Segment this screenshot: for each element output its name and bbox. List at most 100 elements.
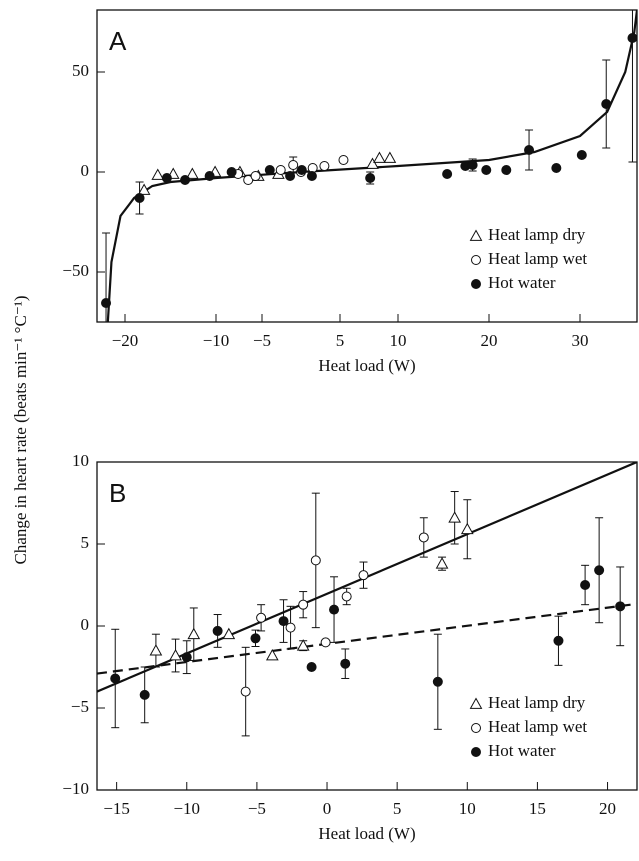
fit-line (97, 602, 637, 675)
x-tick-label: −10 (203, 331, 230, 350)
marker-triangle (366, 157, 379, 169)
marker-circle (365, 173, 376, 183)
x-tick-label: 10 (390, 331, 407, 350)
marker-circle (180, 175, 191, 185)
x-tick-label: 0 (323, 799, 332, 818)
marker-triangle (137, 183, 151, 195)
y-tick-label: −10 (62, 779, 89, 798)
marker-circle-open (320, 637, 331, 648)
marker-circle (553, 635, 564, 646)
marker-circle (181, 652, 192, 663)
plot-frame (96, 461, 638, 791)
x-tick-label: 10 (459, 799, 476, 818)
x-tick-label: 30 (572, 331, 589, 350)
marker-circle (134, 193, 145, 203)
marker-circle (580, 580, 591, 590)
x-tick-label: 20 (599, 799, 616, 818)
marker-triangle (460, 522, 474, 535)
marker-triangle (151, 168, 165, 180)
legend-label: Hot water (488, 741, 556, 760)
marker-circle (601, 99, 612, 109)
legend-label: Heat lamp dry (488, 693, 586, 712)
x-tick-label: 15 (529, 799, 546, 818)
marker-triangle (222, 627, 236, 640)
marker-triangle (185, 167, 199, 179)
x-tick-label: −5 (248, 799, 266, 818)
x-tick-label: 5 (336, 331, 345, 350)
y-tick-label: −50 (62, 261, 89, 280)
marker-circle (340, 658, 351, 669)
marker-circle-open (288, 160, 299, 170)
x-tick-label: 20 (481, 331, 498, 350)
marker-circle-open (256, 612, 267, 623)
marker-circle (467, 160, 478, 170)
x-tick-label: −20 (112, 331, 139, 350)
marker-circle (285, 171, 296, 181)
marker-circle (551, 163, 562, 173)
legend-label: Hot water (488, 273, 556, 292)
x-axis-label: Heat load (W) (318, 824, 415, 843)
plot-area (101, 10, 637, 322)
marker-circle (442, 169, 453, 179)
marker-circle (139, 689, 150, 700)
legend-marker (471, 255, 481, 265)
marker-circle (226, 167, 237, 177)
y-axis-label: Change in heart rate (beats min⁻¹ °C⁻¹) (11, 295, 30, 564)
x-tick-label: −5 (253, 331, 271, 350)
legend-marker (471, 723, 481, 733)
marker-circle (296, 165, 307, 175)
marker-circle-open (358, 570, 369, 581)
marker-circle (306, 662, 317, 672)
y-tick-label: 5 (81, 533, 90, 552)
marker-circle-open (250, 171, 261, 181)
marker-circle-open (285, 622, 296, 633)
legend-label: Heat lamp dry (488, 225, 586, 244)
marker-circle (264, 165, 275, 175)
marker-triangle (383, 151, 397, 163)
marker-triangle (265, 648, 279, 661)
legend-marker (469, 697, 483, 709)
marker-circle (524, 145, 535, 155)
marker-circle-open (319, 161, 330, 171)
y-tick-label: −5 (71, 697, 89, 716)
x-tick-label: −15 (103, 799, 130, 818)
marker-circle (576, 150, 587, 160)
marker-circle (212, 625, 223, 636)
legend-marker (469, 229, 483, 241)
fit-line (106, 10, 637, 322)
marker-circle (594, 565, 605, 576)
marker-triangle (448, 511, 462, 523)
y-tick-label: 50 (72, 61, 89, 80)
marker-circle (481, 165, 492, 175)
legend-marker (471, 279, 481, 289)
marker-circle (204, 171, 215, 181)
y-tick-label: 0 (81, 161, 90, 180)
marker-circle (161, 173, 172, 183)
marker-circle-open (275, 165, 286, 175)
y-tick-label: 10 (72, 451, 89, 470)
marker-circle (101, 298, 112, 308)
x-tick-label: −10 (173, 799, 200, 818)
marker-triangle (373, 151, 386, 163)
marker-circle-open (418, 532, 429, 543)
marker-circle-open (298, 599, 309, 610)
x-tick-label: 5 (393, 799, 402, 818)
marker-circle (250, 633, 261, 644)
legend-label: Heat lamp wet (488, 249, 587, 268)
marker-circle (278, 616, 289, 627)
marker-circle (627, 33, 637, 43)
legend-label: Heat lamp wet (488, 717, 587, 736)
plot-area (97, 462, 637, 737)
marker-circle (501, 165, 512, 175)
marker-circle (432, 676, 443, 687)
x-axis-label: Heat load (W) (318, 356, 415, 375)
y-tick-label: 0 (81, 615, 90, 634)
marker-circle (615, 601, 626, 612)
marker-circle-open (341, 591, 352, 602)
panel-label: A (109, 26, 127, 56)
marker-triangle (435, 557, 449, 569)
legend-marker (471, 747, 481, 757)
marker-circle-open (310, 555, 321, 566)
marker-circle-open (240, 686, 251, 697)
